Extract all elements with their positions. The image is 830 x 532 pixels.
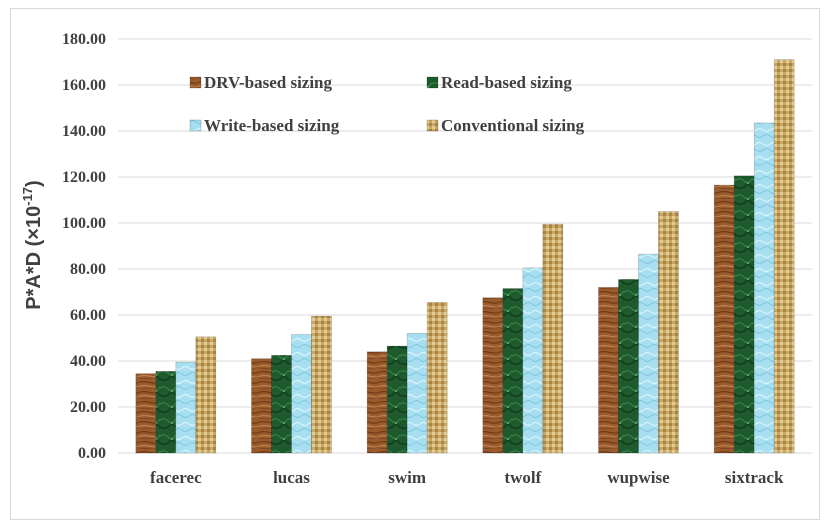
legend-label-drv: DRV-based sizing — [204, 73, 333, 92]
bar-conventional-facerec — [195, 336, 217, 454]
bar-read-wupwise — [618, 279, 639, 454]
bar-drv-wupwise — [598, 287, 619, 454]
bar-drv-sixtrack — [713, 184, 735, 454]
bar-read-twolf — [502, 288, 524, 454]
bar-conventional-wupwise — [658, 211, 679, 454]
y-tick-label: 0.00 — [78, 445, 106, 462]
legend-label-write: Write-based sizing — [204, 116, 340, 135]
y-tick-label: 160.00 — [62, 77, 106, 94]
bar-drv-twolf — [482, 297, 504, 454]
bar-conventional-sixtrack — [773, 59, 795, 454]
bar-read-swim — [386, 345, 408, 454]
x-tick-label: wupwise — [607, 468, 670, 487]
x-tick-label: lucas — [273, 468, 310, 487]
bar-write-twolf — [522, 267, 544, 454]
bar-read-sixtrack — [733, 175, 755, 454]
y-tick-label: 180.00 — [62, 31, 106, 48]
bar-conventional-lucas — [311, 315, 332, 454]
bar-write-wupwise — [638, 253, 659, 454]
bar-read-facerec — [155, 371, 177, 454]
x-tick-label: twolf — [504, 468, 541, 487]
bar-write-swim — [406, 333, 428, 454]
y-tick-label: 20.00 — [70, 399, 106, 416]
x-tick-label: sixtrack — [725, 468, 784, 487]
y-tick-label: 140.00 — [62, 123, 106, 140]
bar-write-facerec — [175, 361, 197, 454]
legend-label-read: Read-based sizing — [441, 73, 572, 92]
bar-drv-swim — [366, 351, 388, 454]
bar-read-lucas — [271, 354, 292, 454]
legend-swatch-conventional — [426, 119, 439, 132]
x-tick-label: facerec — [150, 468, 202, 487]
y-axis-title: P*A*D (×10-17) — [20, 180, 45, 309]
legend-label-conventional: Conventional sizing — [441, 116, 585, 135]
y-tick-label: 60.00 — [70, 307, 106, 324]
legend-swatch-read — [426, 76, 439, 89]
y-axis-title-exponent: -17 — [20, 187, 35, 206]
bar-drv-lucas — [251, 358, 272, 454]
bar-conventional-swim — [426, 302, 448, 454]
bar-write-lucas — [291, 334, 312, 454]
y-tick-label: 40.00 — [70, 353, 106, 370]
x-tick-label: swim — [388, 468, 426, 487]
legend-swatch-drv — [189, 76, 202, 89]
y-axis-title-close: ) — [23, 180, 45, 187]
y-tick-label: 80.00 — [70, 261, 106, 278]
legend-swatch-write — [189, 119, 202, 132]
bar-write-sixtrack — [753, 122, 775, 454]
y-tick-label: 120.00 — [62, 169, 106, 186]
bar-conventional-twolf — [542, 223, 564, 454]
y-tick-label: 100.00 — [62, 215, 106, 232]
bar-drv-facerec — [135, 373, 157, 454]
